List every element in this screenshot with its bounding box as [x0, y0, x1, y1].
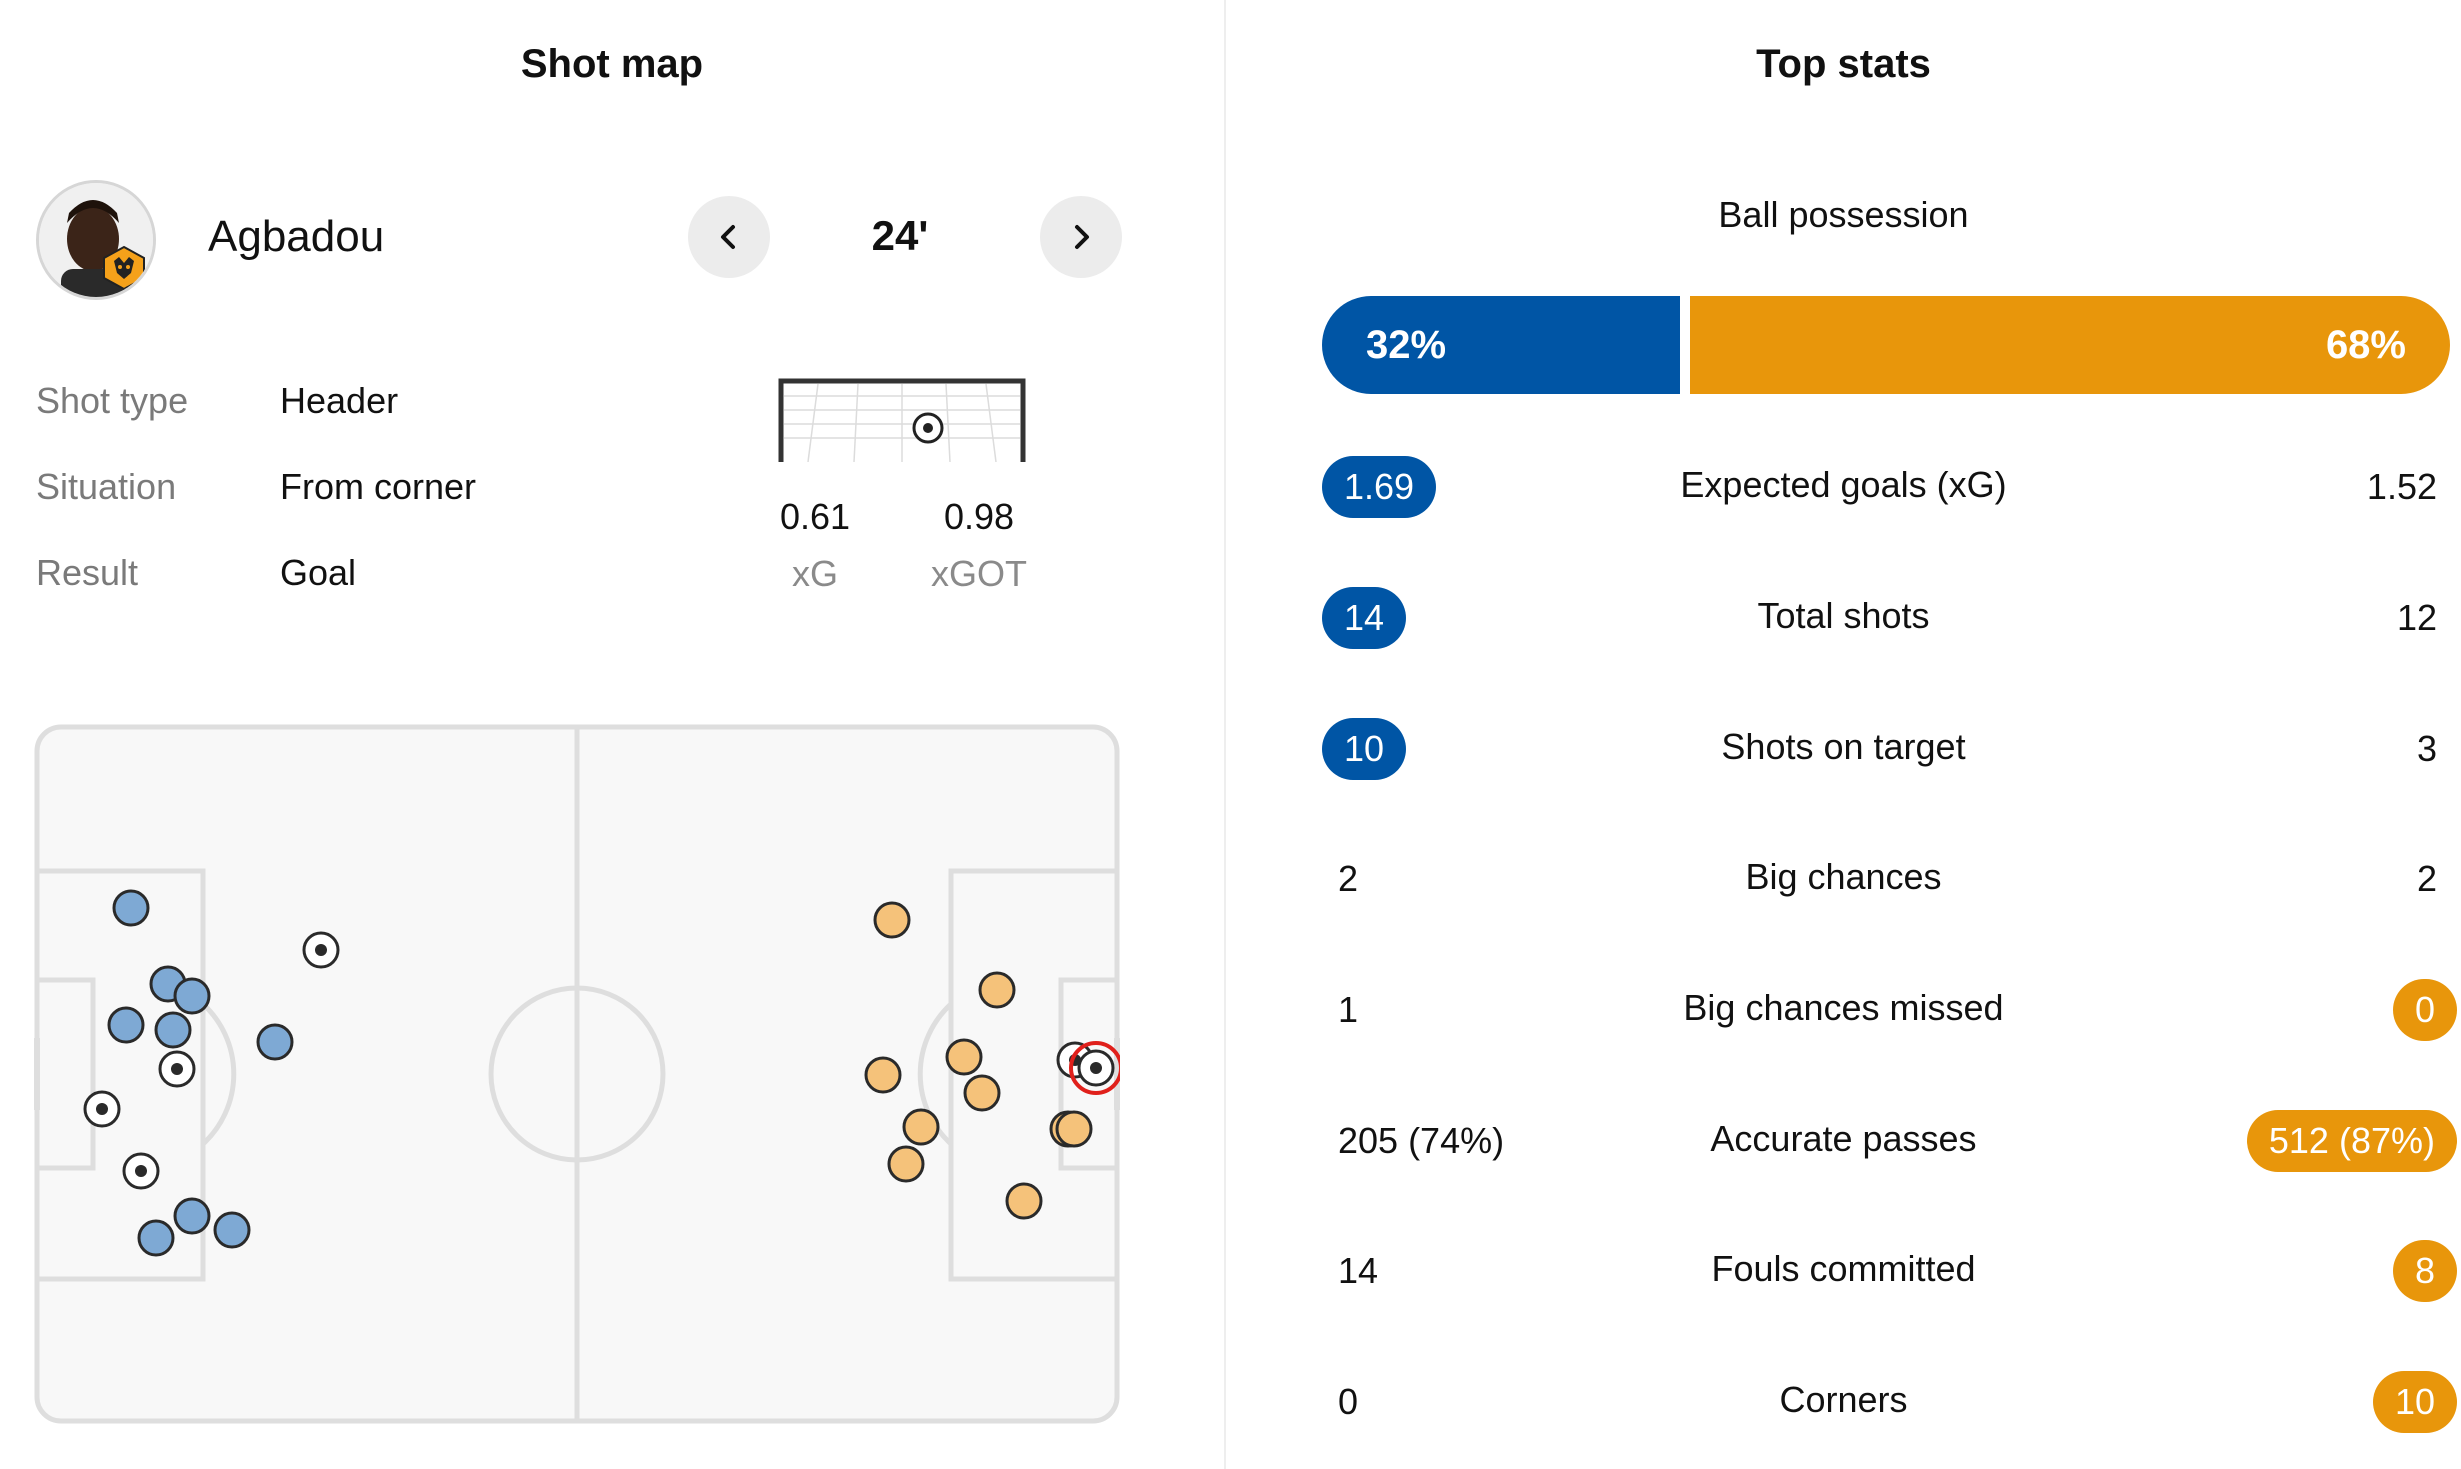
- possession-label: Ball possession: [1718, 194, 1969, 235]
- next-shot-button[interactable]: [1040, 196, 1122, 278]
- stat-home-value: 2: [1338, 858, 1359, 899]
- xgot-label: xGOT: [931, 553, 1027, 594]
- stat-away-value: 2: [2416, 858, 2437, 899]
- chevron-left-icon: [721, 225, 735, 249]
- result-value: Goal: [280, 552, 357, 593]
- stat-label: Fouls committed: [1711, 1248, 1976, 1289]
- previous-shot-button[interactable]: [688, 196, 770, 278]
- stat-row-xg: 1.69 Expected goals (xG) 1.52: [1226, 452, 2461, 522]
- away-shot-marker: [887, 1145, 925, 1183]
- shot-type-value: Header: [280, 380, 399, 421]
- player-name[interactable]: Agbadou: [208, 212, 385, 261]
- away-shot-marker: [902, 1108, 940, 1146]
- stat-label: Shots on target: [1721, 726, 1966, 767]
- home-shot-marker: [154, 1011, 192, 1049]
- home-goal-marker: [83, 1090, 121, 1128]
- stat-label: Accurate passes: [1710, 1118, 1977, 1159]
- stat-home-value: 14: [1338, 1250, 1379, 1291]
- stat-label: Total shots: [1757, 595, 1930, 636]
- player-avatar[interactable]: [36, 180, 156, 300]
- shot-map-panel: Shot map Agbadou 24' Shot type Header Si…: [0, 0, 1224, 1469]
- stat-row-fouls-committed: 14 Fouls committed 8: [1226, 1236, 2461, 1306]
- top-stats-panel: Top stats Ball possession 32% 68% 1.69 E…: [1226, 0, 2461, 1469]
- shot-map-title: Shot map: [520, 42, 704, 86]
- shot-minute: 24': [871, 212, 929, 259]
- home-shot-marker: [213, 1211, 251, 1249]
- away-shot-marker: [945, 1038, 983, 1076]
- home-shot-marker: [173, 1197, 211, 1235]
- stat-home-value: 1: [1338, 989, 1359, 1030]
- player-photo-icon: [39, 183, 153, 297]
- wolves-badge-icon: [103, 245, 145, 291]
- stat-away-value: 12: [2396, 597, 2437, 638]
- away-shot-marker: [864, 1056, 902, 1094]
- stat-home-value: 10: [1322, 718, 1407, 780]
- top-stats-title: Top stats: [1756, 42, 1931, 86]
- stat-label: Big chances: [1745, 856, 1942, 897]
- stat-home-value: 205 (74%): [1338, 1120, 1505, 1161]
- stat-away-value: 1.52: [2366, 466, 2437, 507]
- panel-divider: [1224, 0, 1226, 1469]
- away-shot-marker: [1055, 1110, 1093, 1148]
- chevron-right-icon: [1075, 225, 1089, 249]
- ball-in-goal-icon: [912, 412, 944, 444]
- stat-away-value: 3: [2416, 728, 2437, 769]
- goal-frame-graphic: [778, 378, 1026, 462]
- xg-value: 0.61: [779, 496, 851, 537]
- selected-shot-marker: [1069, 1041, 1120, 1095]
- stat-home-value: 1.69: [1322, 456, 1437, 518]
- result-label: Result: [36, 552, 139, 593]
- possession-away-value: 68%: [2325, 323, 2406, 367]
- football-pitch: [34, 724, 1120, 1424]
- stat-home-value: 14: [1322, 587, 1407, 649]
- stat-away-value: 0: [2392, 979, 2457, 1041]
- possession-bar-home: 32%: [1322, 296, 1680, 394]
- home-shot-marker: [107, 1006, 145, 1044]
- home-goal-marker: [158, 1050, 196, 1088]
- stat-row-corners: 0 Corners 10: [1226, 1367, 2461, 1437]
- home-goal-marker: [122, 1152, 160, 1190]
- away-shot-marker: [873, 901, 911, 939]
- stat-away-value: 8: [2392, 1240, 2457, 1302]
- stat-row-total-shots: 14 Total shots 12: [1226, 583, 2461, 653]
- xgot-value: 0.98: [943, 496, 1015, 537]
- stat-row-big-chances-missed: 1 Big chances missed 0: [1226, 975, 2461, 1045]
- stat-away-value: 10: [2372, 1371, 2457, 1433]
- situation-value: From corner: [280, 466, 477, 507]
- situation-label: Situation: [36, 466, 177, 507]
- stat-home-value: 0: [1338, 1381, 1359, 1422]
- stat-row-shots-on-target: 10 Shots on target 3: [1226, 714, 2461, 784]
- home-shot-marker: [256, 1023, 294, 1061]
- possession-bar-away: 68%: [1690, 296, 2450, 394]
- stat-row-big-chances: 2 Big chances 2: [1226, 844, 2461, 914]
- home-shot-marker: [173, 977, 211, 1015]
- xg-label: xG: [791, 553, 838, 594]
- stat-row-accurate-passes: 205 (74%) Accurate passes 512 (87%): [1226, 1106, 2461, 1176]
- away-shot-marker: [963, 1074, 1001, 1112]
- stat-away-value: 512 (87%): [2246, 1110, 2457, 1172]
- away-shot-marker: [978, 971, 1016, 1009]
- possession-home-value: 32%: [1366, 323, 1447, 367]
- home-goal-marker: [302, 931, 340, 969]
- stat-label: Big chances missed: [1683, 987, 2004, 1028]
- home-shot-marker: [137, 1219, 175, 1257]
- shot-type-label: Shot type: [36, 380, 189, 421]
- stat-label: Expected goals (xG): [1680, 464, 2007, 505]
- home-shot-marker: [112, 889, 150, 927]
- away-shot-marker: [1005, 1182, 1043, 1220]
- stat-label: Corners: [1779, 1379, 1908, 1420]
